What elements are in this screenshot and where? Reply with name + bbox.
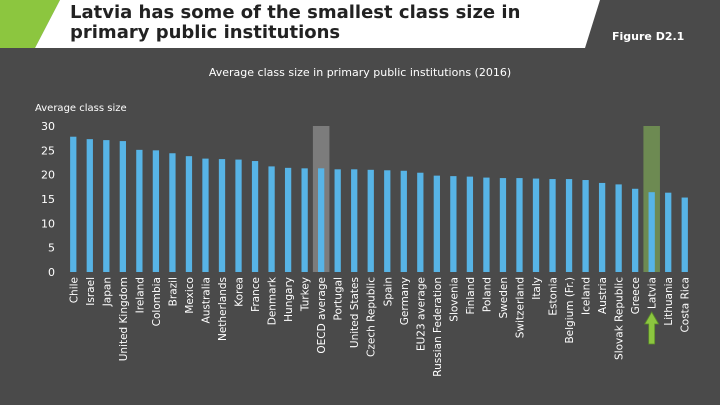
chart-title: Average class size in primary public ins…: [209, 66, 511, 79]
x-category-label: Greece: [630, 277, 642, 314]
bar: [632, 188, 639, 272]
y-tick-label: 30: [41, 120, 55, 133]
banner-green-accent: [0, 0, 60, 48]
x-category-label: Spain: [382, 277, 394, 306]
x-category-label: Hungary: [283, 277, 295, 322]
bar-chart: Average class size in primary public ins…: [35, 66, 692, 377]
y-tick-label: 25: [41, 144, 55, 157]
x-category-label: Chile: [68, 277, 80, 303]
bar: [103, 140, 110, 272]
bar: [251, 161, 259, 272]
title-banner: Latvia has some of the smallest class si…: [0, 0, 720, 48]
x-category-label: Denmark: [267, 276, 279, 325]
bar: [152, 150, 160, 272]
x-category-label: Japan: [101, 277, 113, 307]
x-category-label: OECD average: [316, 277, 328, 354]
bar: [86, 139, 93, 272]
x-category-label: United States: [349, 277, 361, 348]
banner-shape: [0, 0, 600, 48]
bar: [417, 172, 424, 272]
x-category-label: EU23 average: [415, 277, 427, 351]
x-category-label: Russian Federation: [432, 277, 444, 377]
x-category-label: Australia: [200, 277, 212, 323]
bar: [598, 182, 606, 272]
bar: [268, 166, 275, 272]
x-category-label: Turkey: [300, 277, 312, 312]
x-category-label: Estonia: [548, 277, 560, 316]
x-category-label: Portugal: [333, 277, 345, 321]
bar: [615, 184, 622, 272]
bar: [351, 169, 358, 272]
y-tick-label: 15: [41, 193, 55, 206]
x-category-label: Ireland: [134, 277, 146, 313]
bar: [218, 159, 226, 272]
bar: [169, 153, 176, 272]
banner-white-panel: [35, 0, 600, 48]
x-category-label: Sweden: [498, 277, 510, 319]
bar: [450, 176, 457, 272]
x-category-label: Latvia: [647, 277, 659, 309]
bar: [565, 179, 573, 272]
y-tick-label: 0: [48, 266, 55, 279]
x-category-label: Finland: [465, 277, 477, 315]
x-category-label: Costa Rica: [680, 277, 692, 333]
latvia-arrow-icon: [643, 311, 660, 345]
bar: [284, 167, 292, 272]
bar: [681, 197, 688, 272]
x-category-label: Germany: [399, 277, 411, 325]
y-axis-label: Average class size: [35, 103, 127, 114]
bar: [334, 169, 341, 272]
x-category-label: Mexico: [184, 277, 196, 314]
x-category-label: Israel: [85, 277, 97, 306]
bar: [582, 180, 589, 272]
y-tick-label: 10: [41, 217, 55, 230]
bar: [384, 170, 391, 272]
x-category-label: Poland: [481, 277, 493, 312]
x-category-label: Netherlands: [217, 277, 229, 341]
x-category-label: Belgium (Fr.): [564, 277, 576, 344]
x-category-label: Lithuania: [663, 277, 675, 326]
x-category-label: France: [250, 277, 262, 312]
bar: [235, 159, 242, 272]
bar: [516, 178, 523, 272]
bar: [549, 179, 556, 272]
bar: [301, 168, 308, 272]
figure-label: Figure D2.1: [612, 30, 685, 43]
bar: [202, 158, 209, 272]
x-category-label: Switzerland: [514, 277, 526, 338]
bar: [483, 177, 490, 272]
x-category-label: Korea: [234, 277, 246, 307]
bar: [648, 192, 655, 272]
bar: [665, 192, 672, 272]
x-category-label: Italy: [531, 277, 543, 300]
bar: [499, 178, 507, 272]
bar: [70, 136, 77, 272]
bar: [318, 168, 325, 272]
bar: [136, 149, 143, 272]
bar: [400, 170, 407, 272]
bar: [532, 178, 540, 272]
bar: [433, 175, 440, 272]
bar: [119, 141, 126, 272]
bar: [466, 176, 474, 272]
y-tick-label: 20: [41, 169, 55, 182]
x-category-label: Iceland: [581, 277, 593, 315]
bar: [185, 156, 193, 272]
x-category-label: Slovak Republic: [614, 277, 626, 360]
x-category-label: Brazil: [167, 277, 179, 306]
x-category-label: Austria: [597, 277, 609, 314]
page-title: Latvia has some of the smallest class si…: [70, 2, 521, 43]
x-category-label: United Kingdom: [118, 277, 130, 361]
y-tick-label: 5: [48, 242, 55, 255]
x-category-label: Czech Republic: [366, 277, 378, 357]
x-category-label: Slovenia: [448, 277, 460, 322]
x-category-label: Colombia: [151, 277, 163, 326]
bar: [367, 169, 374, 272]
